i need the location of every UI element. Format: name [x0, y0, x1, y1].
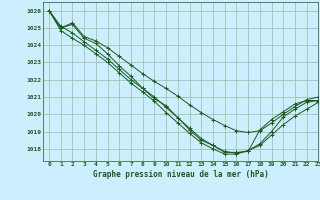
X-axis label: Graphe pression niveau de la mer (hPa): Graphe pression niveau de la mer (hPa): [93, 170, 269, 179]
